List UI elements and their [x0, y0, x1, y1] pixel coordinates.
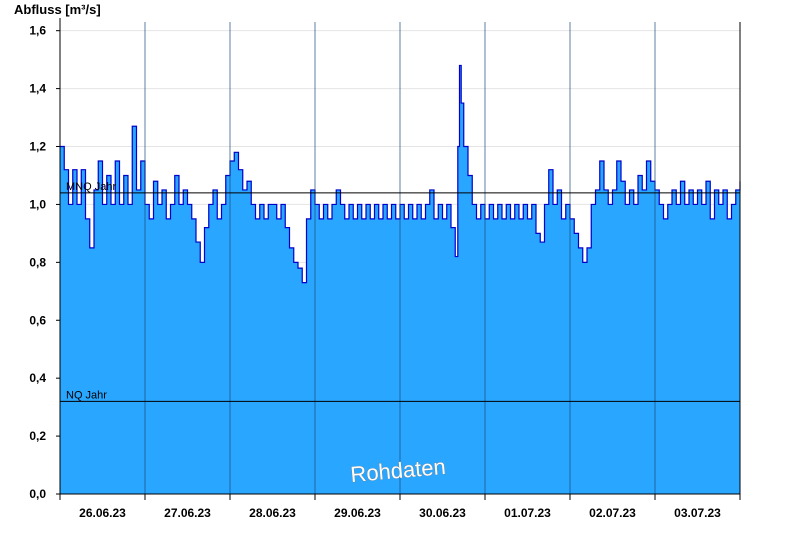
x-tick-label: 02.07.23	[589, 506, 636, 520]
y-tick-label: 1,0	[29, 197, 46, 211]
y-axis-title: Abfluss [m³/s]	[14, 2, 101, 17]
y-tick-labels: 0,0 0,2 0,4 0,6 0,8 1,0 1,2 1,4 1,6	[29, 24, 60, 501]
reference-line-label: MNQ Jahr	[66, 181, 116, 193]
x-tick-label: 03.07.23	[674, 506, 721, 520]
y-tick-label: 0,6	[29, 313, 46, 327]
x-tick-label: 28.06.23	[249, 506, 296, 520]
x-tick-label: 30.06.23	[419, 506, 466, 520]
x-tick-label: 29.06.23	[334, 506, 381, 520]
y-tick-label: 1,6	[29, 24, 46, 38]
y-tick-label: 1,4	[29, 82, 46, 96]
x-tick-label: 27.06.23	[164, 506, 211, 520]
y-tick-label: 0,4	[29, 371, 46, 385]
reference-line-label: NQ Jahr	[66, 389, 107, 401]
y-tick-label: 1,2	[29, 140, 46, 154]
y-tick-label: 0,8	[29, 255, 46, 269]
y-tick-label: 0,2	[29, 429, 46, 443]
x-tick-labels: 26.06.23 27.06.23 28.06.23 29.06.23 30.06.23…	[59, 494, 741, 520]
x-tick-label: 01.07.23	[504, 506, 551, 520]
discharge-line	[60, 64, 741, 284]
y-tick-label: 0,0	[29, 487, 46, 501]
x-tick-label: 26.06.23	[79, 506, 126, 520]
reference-lines: MNQ Jahr NQ Jahr	[60, 181, 740, 402]
day-divider-lines	[144, 22, 656, 494]
